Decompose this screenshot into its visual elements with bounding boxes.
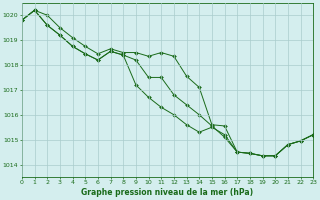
X-axis label: Graphe pression niveau de la mer (hPa): Graphe pression niveau de la mer (hPa) (82, 188, 254, 197)
